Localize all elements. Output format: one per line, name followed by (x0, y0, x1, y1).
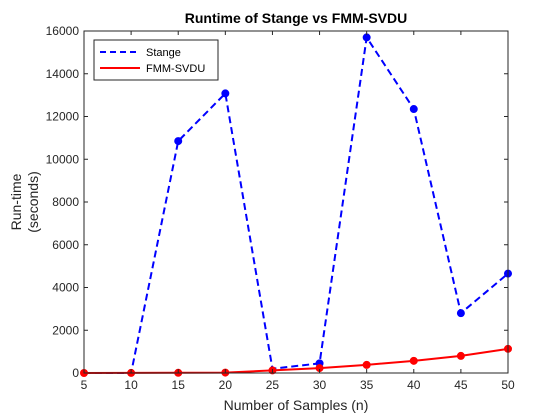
x-tick-label: 20 (219, 378, 233, 392)
legend-label-stange: Stange (146, 47, 181, 59)
data-point-stange (456, 309, 465, 318)
data-point-fmm-svdu (456, 351, 465, 360)
x-tick-label: 50 (501, 378, 515, 392)
y-tick-label: 4000 (52, 281, 79, 295)
legend: Stange FMM-SVDU (93, 39, 219, 81)
data-point-stange (409, 105, 418, 114)
x-tick-label: 25 (266, 378, 280, 392)
x-tick-label: 5 (81, 378, 88, 392)
y-tick-label: 16000 (46, 24, 80, 38)
tick-layer: 5 10 15 20 25 30 35 40 45 50 0 2000 4000 6000 8000 1000… (46, 24, 515, 392)
y-tick-label: 6000 (52, 238, 79, 252)
y-tick-label: 2000 (52, 323, 79, 337)
x-tick-label: 10 (124, 378, 138, 392)
x-tick-label: 40 (407, 378, 421, 392)
data-point-fmm-svdu (362, 360, 371, 369)
x-tick-label: 30 (313, 378, 327, 392)
x-tick-label: 35 (360, 378, 374, 392)
y-tick-label: 10000 (46, 152, 80, 166)
y-axis-label: Run-time (seconds) (8, 171, 41, 232)
plot-background (84, 31, 508, 373)
plot-area: 5 10 15 20 25 30 35 40 45 50 0 2000 4000 6000 8000 1000… (46, 24, 515, 392)
y-tick-label: 14000 (46, 67, 80, 81)
y-tick-label: 12000 (46, 110, 80, 124)
x-axis-label: Number of Samples (n) (224, 397, 369, 413)
series-line-stange (84, 36, 509, 374)
y-tick-label: 8000 (52, 195, 79, 209)
data-point-fmm-svdu (409, 356, 418, 365)
data-point-stange (221, 89, 230, 98)
legend-box (93, 39, 219, 81)
x-tick-label: 45 (454, 378, 468, 392)
y-tick-label: 0 (72, 366, 79, 380)
y-axis-label-line-1: Run-time (8, 173, 24, 230)
y-axis-label-line-2: (seconds) (25, 171, 41, 232)
x-tick-label: 15 (172, 378, 186, 392)
chart-title: Runtime of Stange vs FMM-SVDU (185, 10, 407, 26)
legend-label-fmm-svdu: FMM-SVDU (146, 63, 205, 75)
data-point-stange (174, 137, 183, 146)
